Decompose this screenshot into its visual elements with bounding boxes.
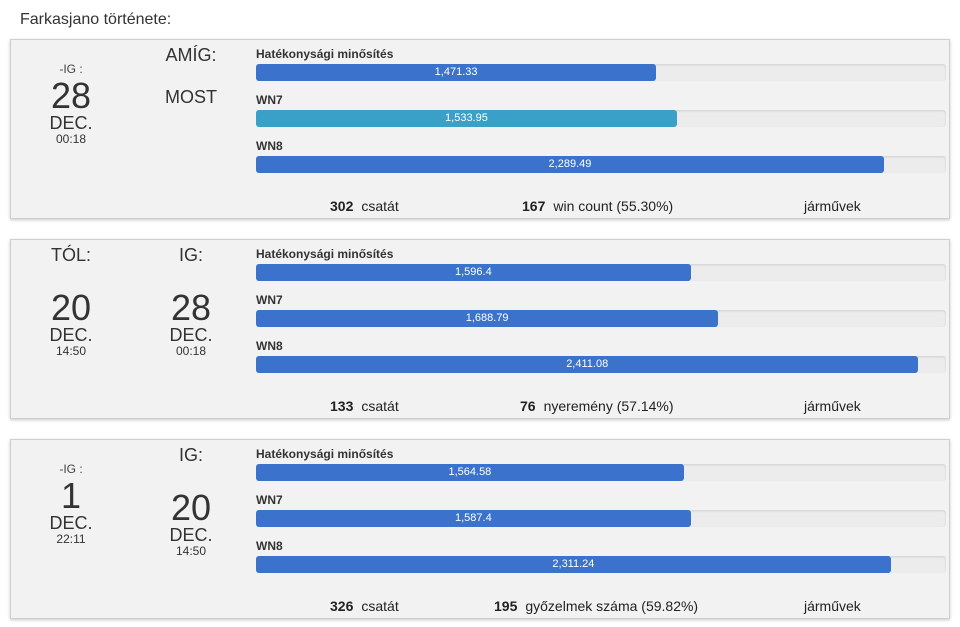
- period-start-day: 20: [50, 287, 92, 328]
- progress-bar: 1,533.95: [256, 110, 677, 127]
- progress-track: 2,289.49: [256, 156, 946, 173]
- period-start-month: DEC.: [49, 513, 93, 533]
- period-start-day: 1: [60, 475, 82, 516]
- progress-bar: 2,289.49: [256, 156, 884, 173]
- stats-row: 302 csatát 167 win count (55.30%) járművek: [11, 198, 951, 216]
- metric-label: WN7: [256, 293, 283, 307]
- period-end: AMÍG: MOST: [131, 44, 251, 108]
- page-title: Farkasjano története:: [20, 11, 172, 28]
- metric-wn7: WN7 1,688.79: [256, 293, 946, 327]
- progress-bar: 1,471.33: [256, 64, 657, 81]
- vehicles-link[interactable]: járművek: [804, 598, 861, 614]
- metric-label: Hatékonysági minősítés: [256, 447, 394, 461]
- period-start-time: 22:11: [56, 532, 86, 546]
- metric-label: WN8: [256, 539, 283, 553]
- metric-wn8: WN8 2,411.08: [256, 339, 946, 373]
- metric-label: Hatékonysági minősítés: [256, 247, 394, 261]
- metric-label: WN8: [256, 339, 283, 353]
- metric-efficiency: Hatékonysági minősítés 1,471.33: [256, 47, 946, 81]
- progress-bar: 2,411.08: [256, 356, 919, 373]
- progress-bar: 1,688.79: [256, 310, 719, 327]
- history-card: TÓL: 20 DEC. 14:50 IG: 28 DEC. 00:18 Hat…: [10, 239, 950, 419]
- period-end: IG: 28 DEC. 00:18: [131, 244, 251, 358]
- wins-label: győzelmek száma (59.82%): [525, 598, 699, 614]
- period-end: IG: 20 DEC. 14:50: [131, 444, 251, 558]
- period-end-label: AMÍG:: [165, 45, 217, 65]
- wins-stat: 167 win count (55.30%): [522, 198, 673, 214]
- history-card: -IG : 1 DEC. 22:11 IG: 20 DEC. 14:50 Hat…: [10, 439, 950, 619]
- progress-track: 1,471.33: [256, 64, 946, 81]
- stats-row: 133 csatát 76 nyeremény (57.14%) járművek: [11, 398, 951, 416]
- metric-label: WN8: [256, 139, 283, 153]
- battles-count: 326: [330, 598, 354, 614]
- period-end-day: 28: [170, 287, 212, 328]
- progress-track: 2,311.24: [256, 556, 946, 573]
- period-end-month: DEC.: [169, 325, 213, 345]
- progress-bar: 2,311.24: [256, 556, 891, 573]
- period-start-day: 28: [50, 75, 92, 116]
- battles-label: csatát: [361, 398, 399, 414]
- vehicles-link[interactable]: járművek: [804, 398, 861, 414]
- battles-stat: 302 csatát: [330, 198, 399, 214]
- period-end-label: IG:: [178, 245, 203, 265]
- metric-efficiency: Hatékonysági minősítés 1,564.58: [256, 447, 946, 481]
- wins-count: 76: [520, 398, 536, 414]
- period-end-time: 00:18: [175, 344, 207, 358]
- wins-stat: 195 győzelmek száma (59.82%): [494, 598, 698, 614]
- progress-track: 1,533.95: [256, 110, 946, 127]
- period-end-time: 14:50: [175, 544, 207, 558]
- period-start-label: -IG :: [59, 62, 83, 76]
- metric-wn8: WN8 2,289.49: [256, 139, 946, 173]
- progress-track: 1,596.4: [256, 264, 946, 281]
- period-end-now: MOST: [165, 87, 217, 107]
- progress-bar: 1,564.58: [256, 464, 684, 481]
- metric-label: Hatékonysági minősítés: [256, 47, 394, 61]
- period-end-day: 20: [170, 487, 212, 528]
- period-start-label: TÓL:: [50, 245, 91, 265]
- period-start: -IG : 1 DEC. 22:11: [11, 462, 131, 546]
- battles-label: csatát: [361, 198, 399, 214]
- history-card: -IG : 28 DEC. 00:18 AMÍG: MOST Hatékonys…: [10, 39, 950, 219]
- progress-track: 2,411.08: [256, 356, 946, 373]
- period-start-time: 00:18: [55, 132, 87, 146]
- metric-wn7: WN7 1,533.95: [256, 93, 946, 127]
- period-start-month: DEC.: [49, 113, 93, 133]
- battles-stat: 326 csatát: [330, 598, 399, 614]
- wins-count: 195: [494, 598, 518, 614]
- progress-bar: 1,596.4: [256, 264, 691, 281]
- wins-label: win count (55.30%): [553, 198, 674, 214]
- vehicles-link[interactable]: járművek: [804, 198, 861, 214]
- battles-count: 133: [330, 398, 354, 414]
- battles-count: 302: [330, 198, 354, 214]
- metric-wn8: WN8 2,311.24: [256, 539, 946, 573]
- battles-stat: 133 csatát: [330, 398, 399, 414]
- progress-track: 1,688.79: [256, 310, 946, 327]
- battles-label: csatát: [361, 598, 399, 614]
- metric-efficiency: Hatékonysági minősítés 1,596.4: [256, 247, 946, 281]
- metric-wn7: WN7 1,587.4: [256, 493, 946, 527]
- stats-row: 326 csatát 195 győzelmek száma (59.82%) já…: [11, 598, 951, 616]
- period-start-month: DEC.: [49, 325, 93, 345]
- period-end-label: IG:: [178, 445, 203, 465]
- progress-bar: 1,587.4: [256, 510, 691, 527]
- progress-track: 1,587.4: [256, 510, 946, 527]
- wins-label: nyeremény (57.14%): [543, 398, 674, 414]
- period-start-time: 14:50: [55, 344, 87, 358]
- period-start: TÓL: 20 DEC. 14:50: [11, 244, 131, 358]
- period-start-label: -IG :: [59, 462, 83, 476]
- wins-stat: 76 nyeremény (57.14%): [520, 398, 674, 414]
- period-start: -IG : 28 DEC. 00:18: [11, 62, 131, 146]
- wins-count: 167: [522, 198, 546, 214]
- progress-track: 1,564.58: [256, 464, 946, 481]
- metric-label: WN7: [256, 493, 283, 507]
- period-end-month: DEC.: [169, 525, 213, 545]
- metric-label: WN7: [256, 93, 283, 107]
